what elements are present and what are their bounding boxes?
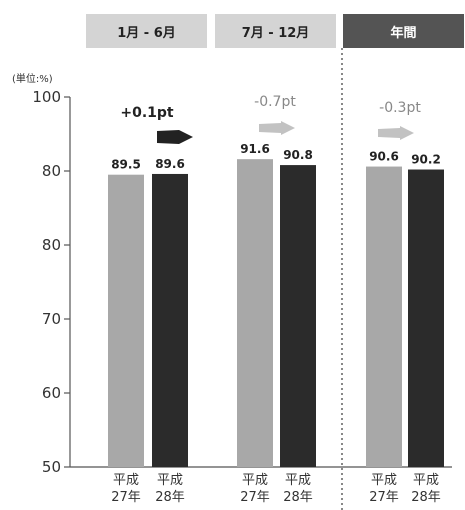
- bar-value-label: 90.6: [369, 150, 399, 164]
- bar: [237, 159, 273, 467]
- x-tick-label: 平成: [113, 473, 139, 488]
- arrow-right-down-icon: [259, 121, 295, 135]
- bar: [280, 165, 316, 467]
- x-tick-label: 27年: [111, 490, 141, 505]
- y-tick-label: 100: [32, 88, 61, 106]
- bar: [408, 169, 444, 467]
- x-tick-label: 平成: [242, 473, 268, 488]
- x-tick-label: 平成: [371, 473, 397, 488]
- x-tick-label: 平成: [285, 473, 311, 488]
- x-tick-label: 28年: [283, 490, 313, 505]
- change-label: +0.1pt: [120, 105, 174, 121]
- bar-value-label: 90.8: [283, 148, 313, 162]
- x-tick-label: 平成: [413, 473, 439, 488]
- change-label: -0.7pt: [254, 94, 296, 110]
- header-h1: 1月 - 6月: [86, 14, 207, 48]
- x-tick-label: 27年: [369, 490, 399, 505]
- arrow-right-up-icon: [157, 130, 193, 144]
- x-tick-label: 27年: [240, 490, 270, 505]
- unit-label: (単位:%): [12, 74, 53, 85]
- y-tick-label: 80: [42, 162, 61, 180]
- bar: [366, 166, 402, 467]
- arrow-right-down-icon: [378, 126, 414, 140]
- y-tick-label: 60: [42, 384, 61, 402]
- bar: [108, 174, 144, 467]
- x-tick-label: 28年: [155, 490, 185, 505]
- change-label: -0.3pt: [379, 100, 421, 116]
- bar-value-label: 90.2: [411, 153, 441, 167]
- bar-value-label: 89.5: [111, 158, 141, 172]
- bar: [152, 173, 188, 467]
- y-tick-label: 50: [42, 458, 61, 476]
- header-annual: 年間: [343, 14, 464, 48]
- x-tick-label: 28年: [411, 490, 441, 505]
- bar-value-label: 89.6: [155, 157, 185, 171]
- y-tick-label: 80: [42, 236, 61, 254]
- x-tick-label: 平成: [157, 473, 183, 488]
- header-h2: 7月 - 12月: [215, 14, 336, 48]
- y-tick-label: 70: [42, 310, 61, 328]
- bar-value-label: 91.6: [240, 142, 270, 156]
